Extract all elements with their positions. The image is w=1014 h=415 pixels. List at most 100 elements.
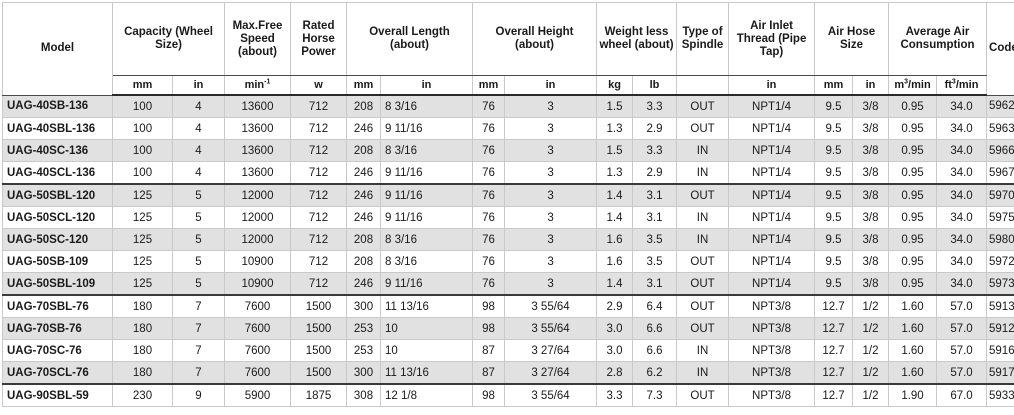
cell-length-in: 8 3/16: [381, 95, 473, 118]
cell-weight-kg: 1.6: [597, 229, 633, 251]
cell-length-in: 8 3/16: [381, 229, 473, 251]
cell-height-mm: 76: [473, 118, 505, 140]
cell-capacity-in: 4: [173, 162, 225, 185]
cell-length-mm: 300: [347, 362, 381, 385]
cell-consumption-m3: 0.95: [889, 162, 937, 185]
cell-weight-kg: 1.3: [597, 162, 633, 185]
cell-power: 712: [291, 251, 347, 273]
cell-height-mm: 98: [473, 384, 505, 407]
cell-power: 712: [291, 118, 347, 140]
cell-hose-in: 3/8: [853, 229, 889, 251]
cell-hose-mm: 12.7: [815, 295, 853, 318]
cell-consumption-m3: 1.60: [889, 340, 937, 362]
cell-weight-lb: 6.4: [633, 295, 677, 318]
cell-capacity-mm: 125: [113, 184, 173, 207]
cell-hose-in: 1/2: [853, 362, 889, 385]
cell-length-mm: 208: [347, 229, 381, 251]
cell-hose-mm: 9.5: [815, 118, 853, 140]
cell-inlet: NPT1/4: [729, 273, 815, 296]
cell-hose-mm: 12.7: [815, 384, 853, 407]
cell-hose-in: 3/8: [853, 118, 889, 140]
cell-spindle: IN: [677, 207, 729, 229]
cell-capacity-in: 9: [173, 384, 225, 407]
cell-hose-in: 3/8: [853, 95, 889, 118]
unit-capacity-mm: mm: [113, 76, 173, 96]
cell-speed: 7600: [225, 340, 291, 362]
cell-height-in: 3: [505, 207, 597, 229]
cell-height-in: 3: [505, 229, 597, 251]
unit-hose-in: in: [853, 76, 889, 96]
cell-hose-in: 1/2: [853, 318, 889, 340]
cell-weight-lb: 3.3: [633, 140, 677, 162]
cell-power: 712: [291, 229, 347, 251]
cell-model: UAG-90SBL-59: [3, 384, 113, 407]
cell-capacity-mm: 180: [113, 340, 173, 362]
cell-length-in: 9 11/16: [381, 273, 473, 296]
cell-spindle: OUT: [677, 295, 729, 318]
table-row: UAG-90SBL-59 230 9 5900 1875 308 12 1/8 …: [3, 384, 1014, 407]
cell-consumption-ft3: 34.0: [937, 184, 987, 207]
cell-consumption-ft3: 57.0: [937, 362, 987, 385]
cell-spindle: OUT: [677, 118, 729, 140]
cell-length-mm: 208: [347, 95, 381, 118]
cell-hose-mm: 9.5: [815, 229, 853, 251]
cell-hose-in: 3/8: [853, 162, 889, 185]
cell-height-mm: 98: [473, 318, 505, 340]
cell-weight-kg: 2.8: [597, 362, 633, 385]
cell-code: 59332: [987, 384, 1014, 407]
cell-consumption-ft3: 34.0: [937, 118, 987, 140]
cell-capacity-mm: 230: [113, 384, 173, 407]
cell-power: 1875: [291, 384, 347, 407]
cell-length-mm: 246: [347, 273, 381, 296]
cell-length-mm: 246: [347, 184, 381, 207]
cell-hose-mm: 9.5: [815, 95, 853, 118]
unit-power: w: [291, 76, 347, 96]
cell-spindle: OUT: [677, 184, 729, 207]
cell-height-in: 3: [505, 184, 597, 207]
cell-capacity-in: 5: [173, 184, 225, 207]
specifications-table: Model Capacity (Wheel Size) Max.Free Spe…: [2, 2, 1014, 407]
cell-spindle: IN: [677, 362, 729, 385]
cell-capacity-in: 4: [173, 95, 225, 118]
cell-hose-in: 1/2: [853, 384, 889, 407]
cell-height-in: 3: [505, 95, 597, 118]
cell-hose-in: 1/2: [853, 295, 889, 318]
cell-length-in: 8 3/16: [381, 140, 473, 162]
cell-capacity-in: 7: [173, 295, 225, 318]
cell-weight-kg: 3.3: [597, 384, 633, 407]
cell-capacity-mm: 100: [113, 118, 173, 140]
cell-weight-kg: 1.4: [597, 207, 633, 229]
cell-weight-lb: 6.6: [633, 318, 677, 340]
cell-height-in: 3: [505, 118, 597, 140]
cell-code: 59132: [987, 295, 1014, 318]
cell-weight-lb: 6.2: [633, 362, 677, 385]
cell-capacity-in: 7: [173, 340, 225, 362]
cell-weight-kg: 1.5: [597, 95, 633, 118]
cell-consumption-m3: 0.95: [889, 140, 937, 162]
table-row: UAG-40SCL-136 100 4 13600 712 246 9 11/1…: [3, 162, 1014, 185]
cell-inlet: NPT1/4: [729, 207, 815, 229]
cell-speed: 13600: [225, 118, 291, 140]
cell-speed: 10900: [225, 251, 291, 273]
cell-capacity-mm: 180: [113, 295, 173, 318]
cell-capacity-in: 5: [173, 251, 225, 273]
cell-model: UAG-50SCL-120: [3, 207, 113, 229]
cell-model: UAG-70SC-76: [3, 340, 113, 362]
cell-weight-lb: 7.3: [633, 384, 677, 407]
cell-length-in: 9 11/16: [381, 207, 473, 229]
cell-model: UAG-70SB-76: [3, 318, 113, 340]
cell-spindle: OUT: [677, 95, 729, 118]
cell-hose-mm: 9.5: [815, 162, 853, 185]
cell-model: UAG-50SBL-120: [3, 184, 113, 207]
unit-length-in: in: [381, 76, 473, 96]
cell-height-in: 3 55/64: [505, 384, 597, 407]
table-row: UAG-50SB-109 125 5 10900 712 208 8 3/16 …: [3, 251, 1014, 273]
cell-consumption-ft3: 34.0: [937, 140, 987, 162]
cell-power: 712: [291, 207, 347, 229]
cell-length-mm: 300: [347, 295, 381, 318]
cell-length-in: 11 13/16: [381, 295, 473, 318]
cell-hose-in: 3/8: [853, 184, 889, 207]
cell-weight-kg: 1.4: [597, 184, 633, 207]
cell-power: 712: [291, 273, 347, 296]
cell-weight-kg: 1.6: [597, 251, 633, 273]
